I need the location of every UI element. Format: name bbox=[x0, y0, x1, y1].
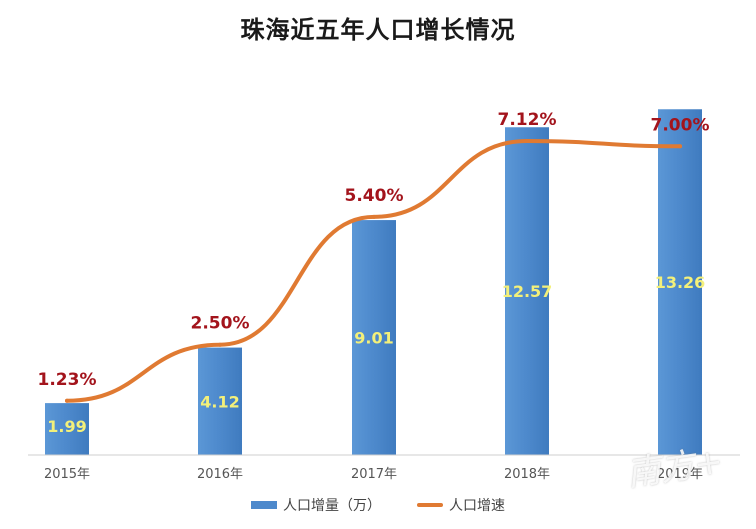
growth-point-2015年[interactable] bbox=[65, 398, 69, 403]
legend-label-population-increase: 人口增量（万） bbox=[283, 498, 381, 514]
bar-value-label: 9.01 bbox=[354, 329, 393, 348]
x-tick-label: 2019年 bbox=[657, 467, 703, 482]
labels-layer: 1.99 4.12 9.01 12.57 13.26 1.23% 2.50% 5.40% 7.1… bbox=[38, 110, 710, 482]
legend: 人口增量（万） 人口增速 bbox=[0, 495, 756, 515]
growth-point-2018年[interactable] bbox=[525, 138, 529, 143]
growth-rate-label: 5.40% bbox=[345, 186, 404, 206]
growth-point-2016年[interactable] bbox=[218, 342, 222, 347]
growth-rate-line[interactable] bbox=[65, 138, 682, 403]
bar-value-label: 12.57 bbox=[502, 282, 553, 301]
bar-2018年[interactable] bbox=[505, 127, 549, 455]
legend-label-growth-rate: 人口增速 bbox=[449, 498, 505, 514]
x-tick-label: 2018年 bbox=[504, 467, 550, 482]
x-tick-label: 2015年 bbox=[44, 467, 90, 482]
growth-rate-label: 1.23% bbox=[38, 370, 97, 390]
bar-value-label: 4.12 bbox=[200, 392, 239, 411]
legend-swatch-line bbox=[417, 503, 443, 507]
growth-point-2019年[interactable] bbox=[678, 144, 682, 149]
bar-2017年[interactable] bbox=[352, 220, 396, 455]
legend-swatch-bar bbox=[251, 501, 277, 509]
bars-layer bbox=[45, 109, 702, 455]
growth-rate-label: 7.00% bbox=[651, 115, 710, 135]
bar-2019年[interactable] bbox=[658, 109, 702, 455]
growth-line-layer bbox=[65, 138, 682, 403]
chart-title: 珠海近五年人口增长情况 bbox=[240, 16, 516, 44]
bar-value-label: 13.26 bbox=[655, 273, 706, 292]
bar-2015年[interactable] bbox=[45, 403, 89, 455]
growth-point-2017年[interactable] bbox=[372, 214, 376, 219]
x-tick-label: 2017年 bbox=[351, 467, 397, 482]
growth-rate-label: 7.12% bbox=[498, 110, 557, 130]
bar-2016年[interactable] bbox=[198, 347, 242, 455]
growth-rate-label: 2.50% bbox=[191, 314, 250, 334]
x-tick-label: 2016年 bbox=[197, 467, 243, 482]
bar-value-label: 1.99 bbox=[47, 417, 86, 436]
legend-item-population-increase[interactable]: 人口增量（万） bbox=[251, 495, 381, 515]
legend-item-growth-rate[interactable]: 人口增速 bbox=[417, 495, 505, 515]
